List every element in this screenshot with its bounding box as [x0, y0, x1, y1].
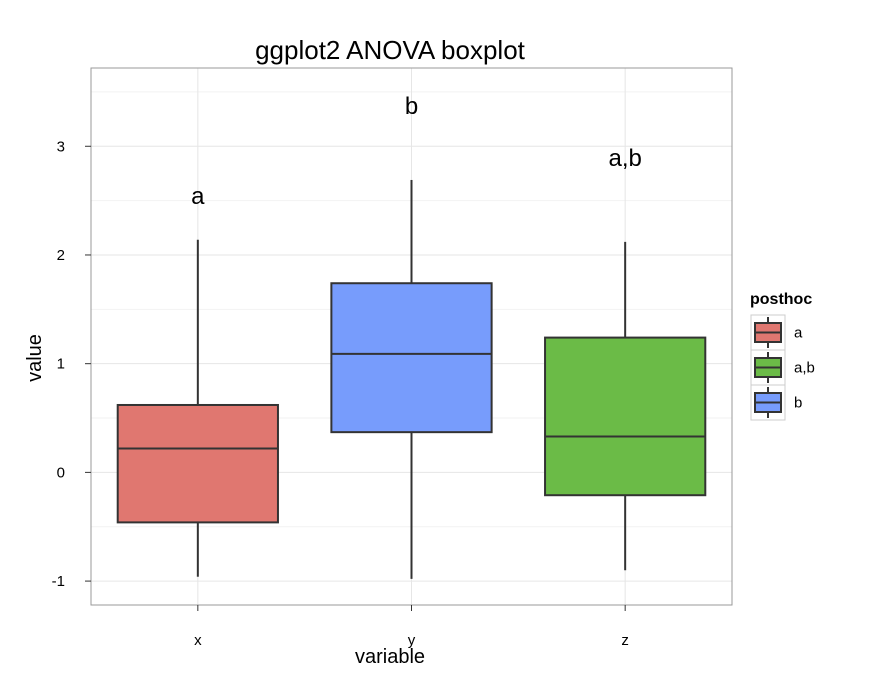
legend: posthoc a a,b b	[750, 291, 815, 421]
y-axis-title: value	[24, 334, 46, 382]
legend-label: a,b	[794, 360, 815, 377]
legend-entry: a	[750, 314, 803, 351]
posthoc-label: a	[191, 183, 205, 210]
box-body	[330, 282, 493, 434]
box-body	[116, 403, 279, 524]
legend-entry: b	[750, 384, 802, 421]
x-tick-label: y	[408, 632, 416, 649]
legend-entry: a,b	[750, 349, 815, 386]
box-y: b	[330, 93, 493, 579]
y-tick-label: -1	[52, 573, 65, 590]
plot-panel: a b a,b	[90, 67, 733, 606]
posthoc-label: b	[405, 93, 418, 120]
legend-label: a	[794, 325, 803, 342]
box-z: a,b	[544, 145, 707, 571]
y-tick-label: 0	[57, 464, 65, 481]
x-tick-label: z	[621, 632, 629, 649]
chart-title: ggplot2 ANOVA boxplot	[255, 35, 526, 65]
legend-label: b	[794, 395, 802, 412]
box-body	[544, 336, 707, 497]
box-x: a	[116, 183, 279, 577]
y-tick-label: 1	[57, 356, 65, 373]
y-axis-ticks: -1 0 1 2 3	[52, 138, 91, 590]
x-axis-ticks: x y z	[194, 605, 629, 649]
posthoc-label: a,b	[608, 145, 641, 172]
y-tick-label: 3	[57, 138, 65, 155]
legend-title: posthoc	[750, 291, 812, 308]
x-tick-label: x	[194, 632, 202, 649]
y-tick-label: 2	[57, 247, 65, 264]
x-axis-title: variable	[355, 646, 425, 668]
